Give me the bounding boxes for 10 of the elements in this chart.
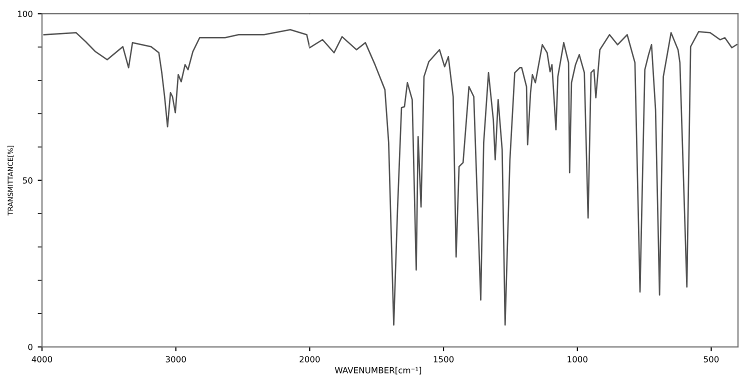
x-tick-label: 1000 [568, 356, 588, 362]
x-tick-label: 500 [704, 356, 719, 362]
y-tick-label: 100 [18, 10, 32, 18]
x-tick-label: 1500 [434, 356, 454, 362]
x-tick-label: 3000 [166, 356, 186, 362]
x-tick-label: 4000 [32, 356, 52, 362]
y-tick-label: 50 [23, 177, 32, 184]
x-axis-title: WAVENUMBER[cm⁻¹] [334, 366, 422, 374]
x-tick-label: 2000 [300, 356, 320, 362]
y-tick-label: 0 [28, 344, 32, 350]
